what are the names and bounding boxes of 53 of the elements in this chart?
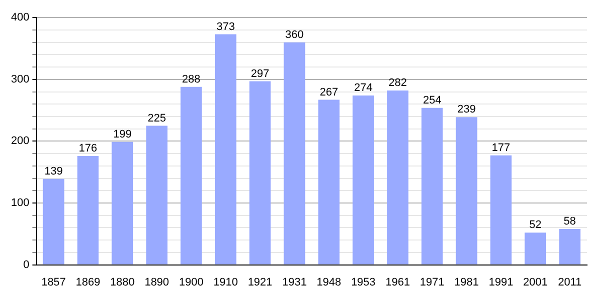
- bar: [214, 34, 236, 264]
- x-tick-label: 1971: [420, 276, 444, 288]
- x-tick-label: 1921: [248, 276, 272, 288]
- bar: [490, 155, 512, 264]
- bar: [352, 95, 374, 264]
- bar: [112, 142, 134, 264]
- x-tick-label: 1991: [488, 276, 514, 288]
- x-tick-label: 1900: [178, 276, 204, 288]
- data-label: 267: [320, 86, 338, 98]
- x-tick-label: 1869: [76, 276, 100, 288]
- bar: [456, 117, 478, 264]
- x-tick-label: 1948: [316, 276, 342, 288]
- x-tick-label: 1961: [385, 276, 410, 288]
- bar: [146, 126, 168, 264]
- x-tick-label: 2001: [523, 276, 548, 288]
- data-label: 52: [529, 219, 542, 232]
- data-label: 199: [113, 128, 132, 140]
- bar: [180, 86, 202, 264]
- data-label: 177: [492, 142, 510, 154]
- x-tick-label: 1890: [144, 276, 170, 288]
- bar: [559, 228, 580, 264]
- data-label: 239: [457, 104, 476, 116]
- x-tick-label: 1857: [41, 276, 66, 288]
- bar: [318, 100, 340, 264]
- x-tick-label: 1910: [213, 276, 238, 288]
- y-tick-label: 200: [10, 135, 30, 148]
- data-label: 373: [216, 20, 235, 33]
- x-tick-label: 1953: [351, 276, 376, 288]
- data-label: 176: [78, 142, 98, 155]
- x-tick-label: 2011: [558, 276, 582, 288]
- bar: [421, 108, 443, 264]
- data-label: 288: [182, 73, 200, 86]
- data-label: 274: [354, 82, 372, 94]
- y-tick-label: 0: [23, 258, 30, 271]
- bar: [387, 90, 408, 264]
- x-tick-label: 1981: [454, 276, 479, 288]
- data-label: 360: [285, 28, 304, 41]
- x-tick-label: 1931: [282, 276, 307, 288]
- y-tick-label: 100: [10, 197, 30, 210]
- bar: [524, 232, 546, 264]
- y-tick-label: 300: [10, 73, 30, 86]
- bar: [249, 81, 271, 264]
- data-label: 297: [250, 68, 270, 80]
- bar: [42, 178, 64, 264]
- data-label: 254: [422, 94, 442, 106]
- data-label: 139: [44, 165, 63, 178]
- data-label: 282: [388, 77, 407, 90]
- y-tick-label: 400: [10, 12, 30, 24]
- x-tick-label: 1880: [110, 276, 135, 288]
- bar: [284, 42, 306, 264]
- data-label: 225: [148, 112, 166, 124]
- bar: [77, 156, 99, 264]
- data-label: 58: [564, 215, 576, 228]
